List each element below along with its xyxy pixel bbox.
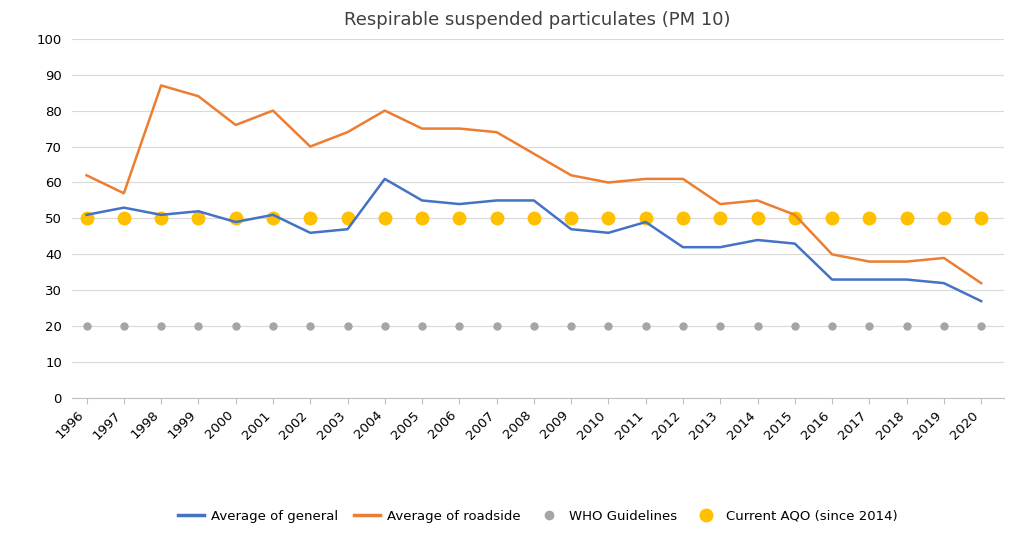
Legend: Average of general, Average of roadside, WHO Guidelines, Current AQO (since 2014: Average of general, Average of roadside,…: [172, 504, 903, 528]
Title: Respirable suspended particulates (PM 10): Respirable suspended particulates (PM 10…: [344, 11, 731, 29]
